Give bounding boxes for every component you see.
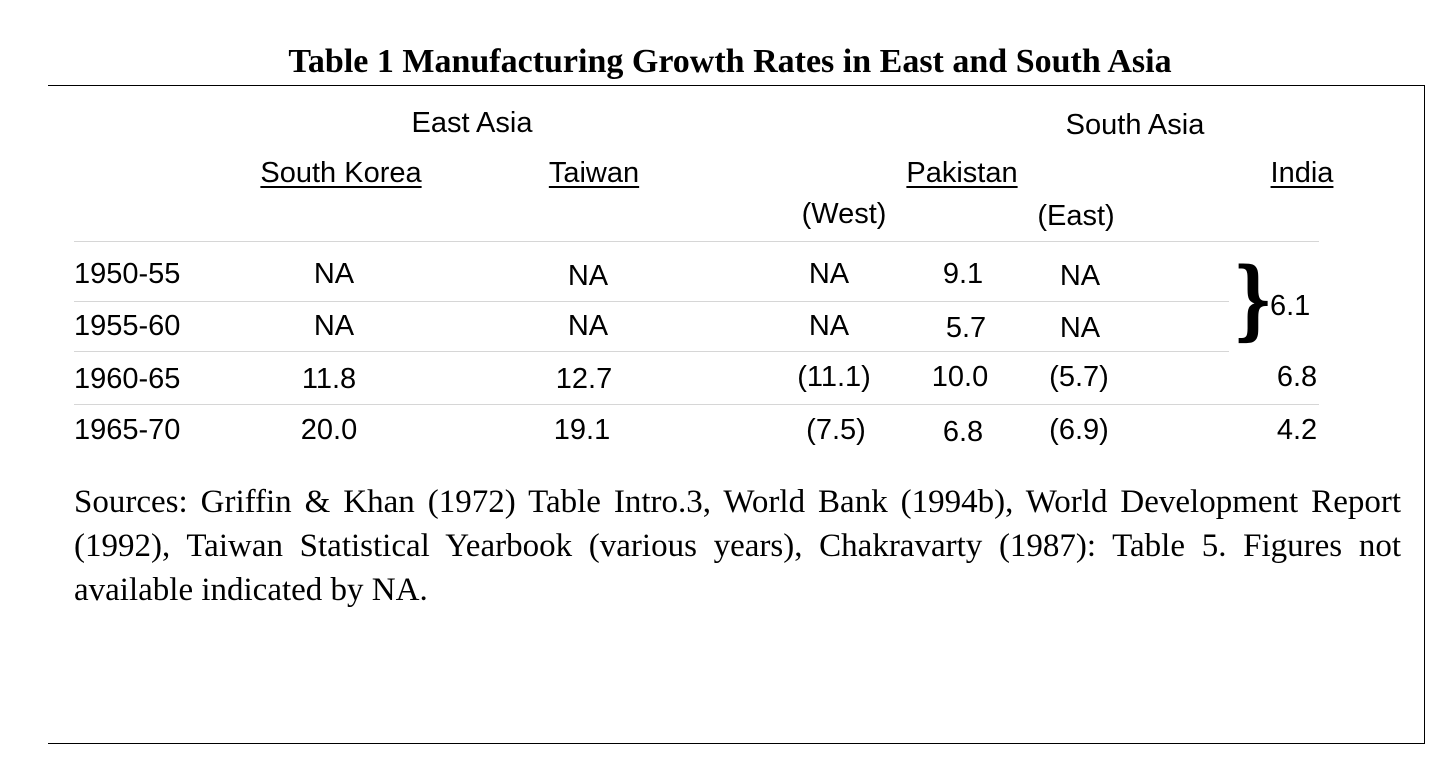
cell-pakistan-east: (6.9): [1049, 414, 1109, 446]
cell-south-korea: 20.0: [300, 414, 358, 446]
row-period: 1965-70: [74, 414, 181, 446]
cell-india: 6.8: [1276, 361, 1318, 393]
subheader-pakistan-east: (East): [1037, 200, 1115, 232]
sources-note: Sources: Griffin & Khan (1972) Table Int…: [74, 484, 1401, 608]
cell-india: 4.2: [1276, 414, 1318, 446]
column-header-south-korea: South Korea: [260, 157, 422, 189]
table-title: Table 1 Manufacturing Growth Rates in Ea…: [288, 43, 1172, 80]
cell-pakistan-east: NA: [1059, 312, 1101, 344]
row-separator: [74, 351, 1229, 352]
cell-south-korea: 11.8: [301, 363, 357, 395]
group-header-east-asia: East Asia: [411, 107, 533, 139]
cell-taiwan: NA: [567, 260, 609, 292]
cell-taiwan: 12.7: [555, 363, 613, 395]
table-frame-bottom: [48, 743, 1425, 744]
cell-taiwan: NA: [567, 310, 609, 342]
row-period: 1960-65: [74, 363, 181, 395]
cell-pakistan-west: NA: [808, 258, 850, 290]
subheader-pakistan-west: (West): [801, 198, 887, 230]
cell-pakistan-total: 10.0: [931, 361, 989, 393]
row-period: 1955-60: [74, 310, 181, 342]
cell-pakistan-total: 5.7: [945, 312, 987, 344]
cell-pakistan-total: 9.1: [942, 258, 984, 290]
cell-pakistan-east: NA: [1059, 260, 1101, 292]
table-frame-right: [1424, 85, 1425, 744]
column-header-pakistan: Pakistan: [906, 157, 1018, 189]
cell-india-1950-60: 6.1: [1270, 290, 1311, 322]
row-separator: [74, 241, 1319, 242]
row-separator: [74, 404, 1319, 405]
cell-taiwan: 19.1: [553, 414, 611, 446]
cell-pakistan-west: (11.1): [797, 361, 871, 393]
column-header-india: India: [1270, 157, 1334, 189]
row-period: 1950-55: [74, 258, 181, 290]
cell-south-korea: NA: [313, 258, 355, 290]
table-frame-top: [48, 85, 1425, 86]
group-header-south-asia: South Asia: [1065, 109, 1205, 141]
india-1950-60-brace: }: [1233, 249, 1273, 350]
column-header-taiwan: Taiwan: [548, 157, 640, 189]
cell-pakistan-west: (7.5): [806, 414, 866, 446]
cell-south-korea: NA: [313, 310, 355, 342]
row-separator: [74, 301, 1229, 302]
cell-pakistan-total: 6.8: [942, 416, 984, 448]
cell-pakistan-west: NA: [808, 310, 850, 342]
cell-pakistan-east: (5.7): [1049, 361, 1109, 393]
